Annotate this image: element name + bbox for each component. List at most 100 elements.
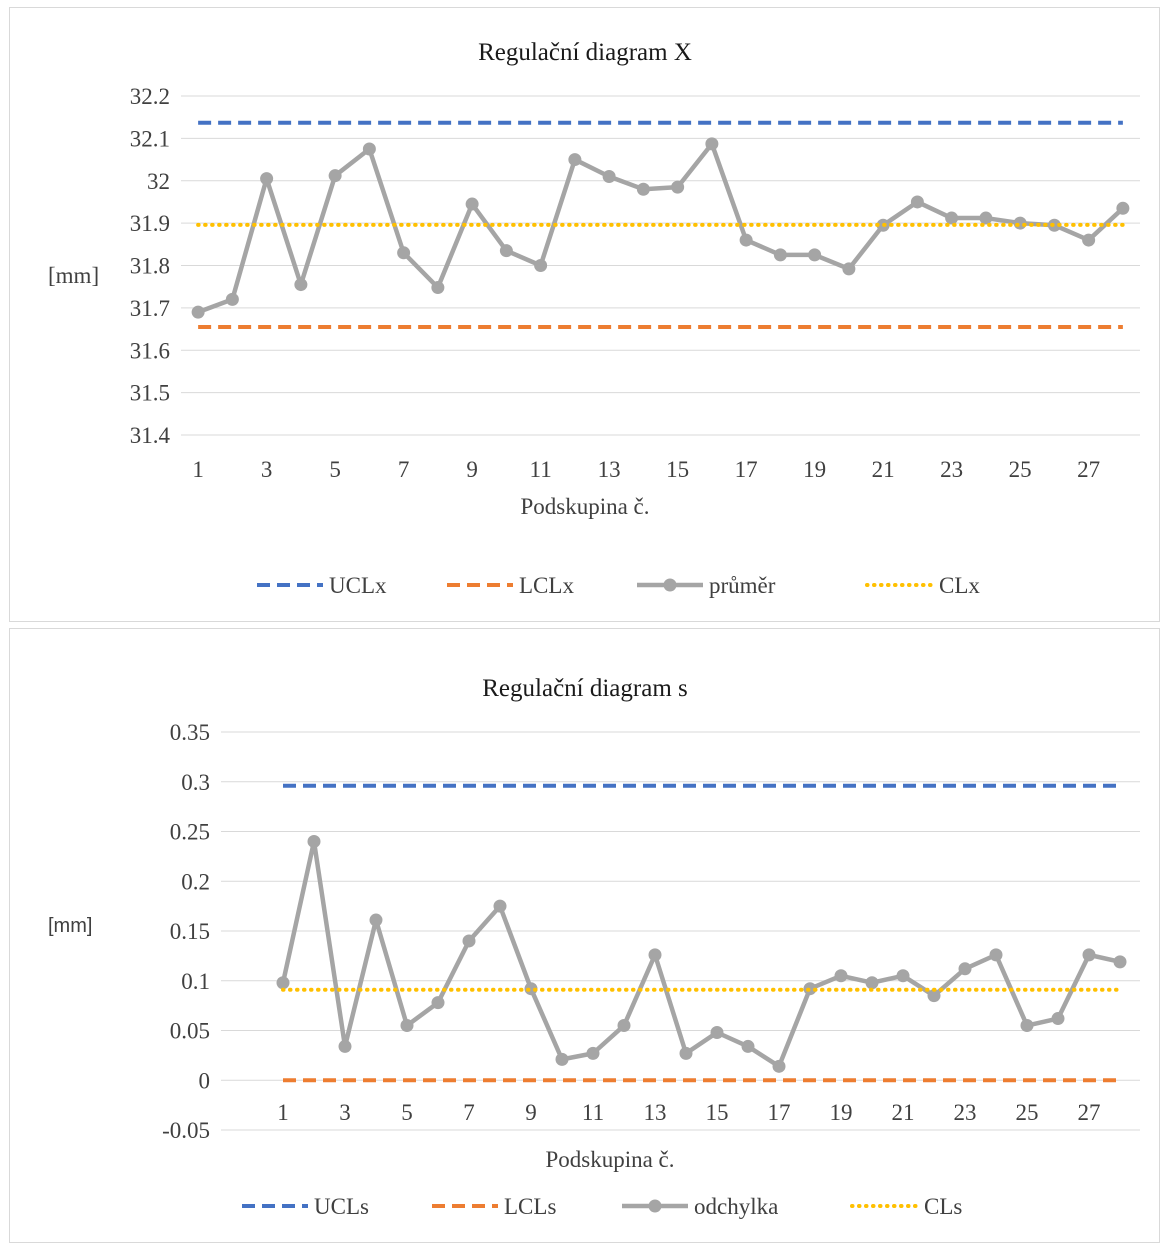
- data-point: [524, 982, 538, 996]
- legend-item: CLs: [850, 1194, 962, 1219]
- data-point: [1113, 955, 1127, 969]
- data-point: [808, 248, 822, 262]
- data-point: [739, 233, 753, 247]
- data-point: [369, 913, 383, 927]
- data-point: [772, 1059, 786, 1073]
- chart-x-series: [191, 120, 1130, 329]
- x-tick-label: 3: [339, 1100, 351, 1125]
- data-point: [1020, 1019, 1034, 1033]
- data-point: [741, 1039, 755, 1053]
- data-point: [910, 195, 924, 209]
- chart-s-series: [276, 783, 1127, 1083]
- x-tick-label: 15: [666, 457, 689, 482]
- data-point: [705, 137, 719, 151]
- legend-label: odchylka: [694, 1194, 778, 1219]
- chart-s-svg: Regulační diagram s Podskupina č. [mm] -…: [48, 675, 1140, 1219]
- data-point: [834, 969, 848, 983]
- data-point: [499, 244, 513, 258]
- chart-x-svg: Regulační diagram X Podskupina č. [mm] 3…: [48, 39, 1140, 598]
- legend-label: CLx: [939, 573, 980, 598]
- x-tick-label: 7: [398, 457, 410, 482]
- legend-marker: [663, 578, 677, 592]
- data-point: [191, 305, 205, 319]
- legend-item: průměr: [637, 573, 776, 598]
- data-point: [842, 262, 856, 276]
- x-tick-label: 7: [463, 1100, 475, 1125]
- data-point: [294, 278, 308, 292]
- chart-x-x-ticks: 1 3 5 7 9 11 13 15 17 19 21 23 25 27: [192, 457, 1100, 482]
- legend-label: CLs: [924, 1194, 962, 1219]
- x-tick-label: 13: [644, 1100, 667, 1125]
- data-point: [1082, 948, 1096, 962]
- chart-x-legend: UCLx LCLx průměr CLx: [257, 573, 980, 598]
- x-tick-label: 9: [525, 1100, 537, 1125]
- chart-s-legend: UCLs LCLs odchylka CLs: [242, 1194, 962, 1219]
- y-tick-label: 0.3: [181, 770, 210, 795]
- x-tick-label: 27: [1078, 1100, 1101, 1125]
- chart-s-grid: [221, 731, 1140, 1131]
- legend-item: odchylka: [622, 1194, 778, 1219]
- legend-label: UCLx: [329, 573, 387, 598]
- x-tick-label: 21: [892, 1100, 915, 1125]
- data-point: [945, 211, 959, 225]
- y-tick-label: -0.05: [162, 1118, 210, 1143]
- chart-x-title: Regulační diagram X: [478, 39, 692, 66]
- y-tick-label: 31.9: [130, 211, 170, 236]
- chart-x-ylabel: [mm]: [48, 263, 99, 288]
- data-point: [648, 948, 662, 962]
- data-point: [617, 1019, 631, 1033]
- data-point: [362, 142, 376, 156]
- x-tick-label: 19: [803, 457, 826, 482]
- legend-item: UCLx: [257, 573, 387, 598]
- y-tick-label: 32: [147, 169, 170, 194]
- chart-panel-x: Regulační diagram X Podskupina č. [mm] 3…: [9, 7, 1160, 622]
- x-tick-label: 27: [1077, 457, 1100, 482]
- x-tick-label: 11: [530, 457, 552, 482]
- chart-x-xlabel: Podskupina č.: [520, 494, 649, 519]
- data-point: [534, 259, 548, 272]
- x-tick-label: 25: [1009, 457, 1032, 482]
- y-tick-label: 32.1: [130, 126, 170, 151]
- y-tick-label: 0.2: [181, 869, 210, 894]
- data-point: [225, 292, 239, 306]
- y-tick-label: 0.35: [170, 720, 210, 745]
- y-tick-label: 0.1: [181, 969, 210, 994]
- x-tick-label: 9: [466, 457, 478, 482]
- y-tick-label: 0.05: [170, 1019, 210, 1044]
- data-point: [865, 976, 879, 990]
- data-point: [465, 197, 479, 211]
- data-point: [586, 1046, 600, 1060]
- chart-s-title: Regulační diagram s: [482, 675, 688, 702]
- legend-label: LCLs: [504, 1194, 556, 1219]
- legend-label: UCLs: [314, 1194, 369, 1219]
- data-point: [338, 1039, 352, 1053]
- data-point: [307, 834, 321, 848]
- data-point: [679, 1046, 693, 1060]
- data-point: [773, 248, 787, 262]
- x-tick-label: 25: [1016, 1100, 1039, 1125]
- data-point: [896, 969, 910, 983]
- y-tick-label: 31.8: [130, 254, 170, 279]
- legend-marker: [648, 1199, 662, 1213]
- x-tick-label: 5: [329, 457, 341, 482]
- data-point: [710, 1025, 724, 1039]
- data-point: [602, 170, 616, 184]
- x-tick-label: 17: [768, 1100, 791, 1125]
- data-point: [927, 989, 941, 1003]
- series-line-průměr: [197, 141, 1125, 315]
- x-tick-label: 21: [872, 457, 895, 482]
- x-tick-label: 15: [706, 1100, 729, 1125]
- x-tick-label: 11: [582, 1100, 604, 1125]
- data-point: [431, 996, 445, 1010]
- chart-s-ylabel: [mm]: [48, 915, 92, 937]
- data-point: [979, 211, 993, 225]
- data-point: [1116, 201, 1130, 215]
- x-tick-label: 23: [954, 1100, 977, 1125]
- data-point: [1082, 233, 1096, 247]
- data-point: [493, 899, 507, 913]
- legend-item: CLx: [865, 573, 980, 598]
- chart-s-xlabel: Podskupina č.: [545, 1147, 674, 1172]
- data-point: [260, 172, 274, 186]
- data-point: [958, 962, 972, 976]
- data-point: [1051, 1012, 1065, 1026]
